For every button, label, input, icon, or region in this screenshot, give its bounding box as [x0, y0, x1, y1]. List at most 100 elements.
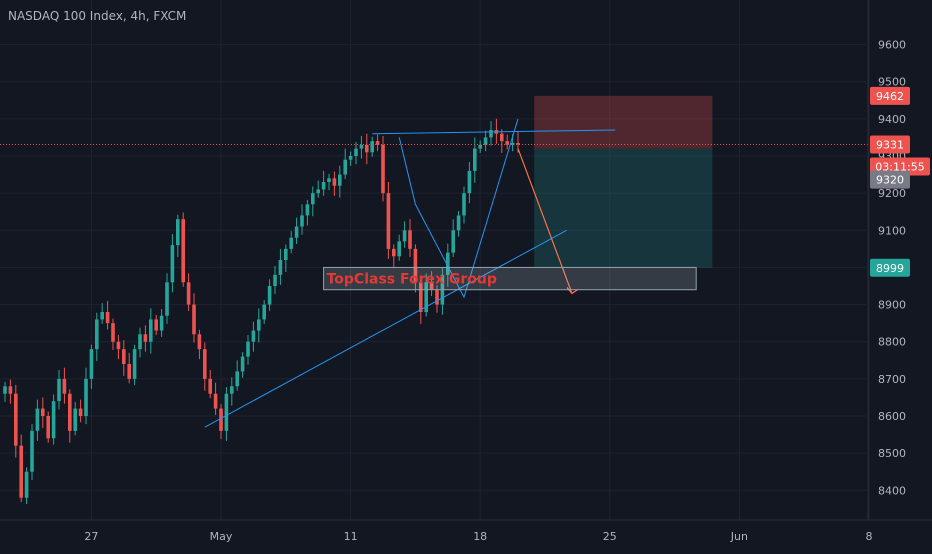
- candle-body: [489, 130, 493, 138]
- candle-body: [516, 143, 520, 145]
- candle-body: [381, 144, 385, 194]
- candle-body: [354, 148, 358, 156]
- candle-body: [116, 341, 121, 350]
- candle-body: [446, 252, 450, 275]
- time-tick-label: 11: [344, 530, 358, 543]
- candle-body: [46, 416, 50, 439]
- candle-body: [327, 178, 331, 182]
- candle-body: [35, 408, 40, 431]
- price-tick-label: 9500: [878, 76, 906, 89]
- candle-body: [203, 349, 207, 379]
- candle-body: [284, 248, 288, 260]
- candle-body: [343, 159, 347, 175]
- price-tick-label: 8900: [878, 299, 906, 312]
- price-tick-label: 9400: [878, 113, 906, 126]
- candle-body: [62, 378, 67, 394]
- candle-body: [402, 230, 407, 242]
- candle-body: [408, 230, 412, 249]
- candle-body: [397, 241, 401, 257]
- candle-body: [176, 219, 180, 246]
- pattern-line: [398, 118, 519, 299]
- candle-body: [73, 408, 77, 431]
- target-price-badge: [870, 258, 910, 277]
- candle-body: [213, 393, 218, 409]
- candle-body: [456, 215, 461, 231]
- candle-body: [143, 334, 148, 342]
- candle-body: [451, 230, 455, 253]
- candle-body: [348, 156, 353, 160]
- candle-body: [208, 378, 212, 394]
- candle-body: [100, 312, 104, 320]
- candles: [3, 118, 520, 505]
- candle-body: [78, 408, 83, 416]
- candle-body: [14, 393, 18, 446]
- candle-body: [305, 204, 310, 216]
- candle-body: [197, 334, 202, 350]
- candle-body: [386, 193, 391, 249]
- candle-body: [95, 319, 99, 350]
- candle-body: [273, 274, 277, 286]
- price-tick-label: 8700: [878, 373, 906, 386]
- label-box-text: TopClass Forex Group: [327, 272, 497, 288]
- price-tick-label: 9100: [878, 224, 906, 237]
- candle-body: [257, 319, 261, 331]
- candle-body: [105, 312, 110, 324]
- time-tick-label: 27: [84, 530, 98, 543]
- candle-body: [122, 349, 126, 364]
- price-tick-label: 8800: [878, 336, 906, 349]
- time-tick-label: 8: [866, 530, 873, 543]
- grid: [0, 0, 870, 520]
- stop-price-badge-text: 9462: [876, 90, 904, 103]
- candle-body: [413, 248, 418, 283]
- candle-body: [338, 174, 342, 186]
- candle-body: [500, 133, 504, 142]
- last-price-badge: [870, 135, 910, 154]
- target-price-badge-text: 8999: [876, 262, 904, 275]
- candle-body: [359, 144, 364, 149]
- candle-body: [219, 408, 223, 431]
- time-tick-label: 25: [603, 530, 617, 543]
- candle-body: [473, 148, 477, 171]
- candle-body: [435, 289, 439, 305]
- label-box: [323, 266, 697, 291]
- candle-body: [51, 401, 56, 439]
- candle-body: [462, 193, 466, 216]
- candle-body: [235, 371, 239, 387]
- candle-body: [478, 144, 482, 149]
- price-tick-label: 9200: [878, 187, 906, 200]
- candle-body: [365, 144, 369, 153]
- candle-body: [19, 445, 23, 498]
- candle-body: [165, 282, 169, 316]
- candle-body: [267, 286, 272, 305]
- candle-body: [278, 260, 283, 275]
- price-tick-label: 8400: [878, 484, 906, 497]
- take-profit-zone: [534, 148, 713, 268]
- candle-body: [246, 341, 250, 357]
- candle-body: [170, 245, 175, 283]
- price-tick-label: 8600: [878, 410, 906, 423]
- bid-price-badge-text: 9320: [876, 174, 904, 187]
- candle-body: [311, 193, 315, 205]
- candle-body: [24, 471, 29, 498]
- price-tick-label: 9600: [878, 39, 906, 52]
- candle-body: [370, 141, 374, 153]
- risk-reward-zones: [534, 95, 713, 268]
- candle-body: [30, 430, 34, 472]
- candle-body: [3, 386, 7, 394]
- candle-body: [57, 378, 61, 402]
- candle-body: [321, 182, 326, 190]
- candle-body: [262, 304, 266, 320]
- candle-body: [181, 219, 185, 283]
- candle-body: [41, 408, 45, 416]
- candle-body: [224, 393, 229, 431]
- candle-body: [424, 282, 428, 312]
- time-tick-label: Jun: [730, 530, 748, 543]
- candle-body: [505, 141, 509, 145]
- countdown-badge-text: 03:11:55: [875, 160, 924, 173]
- candle-body: [111, 323, 115, 342]
- candle-body: [149, 319, 153, 342]
- projection-arrow: [517, 148, 573, 294]
- candle-body: [127, 364, 131, 379]
